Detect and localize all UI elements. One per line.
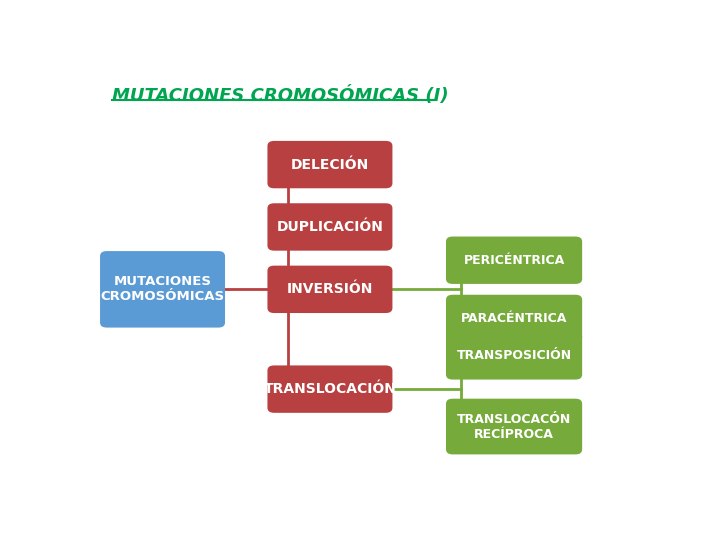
FancyBboxPatch shape	[267, 203, 392, 251]
Text: PARACÉNTRICA: PARACÉNTRICA	[461, 312, 567, 325]
Text: DUPLICACIÓN: DUPLICACIÓN	[276, 220, 383, 234]
Text: TRANSPOSICIÓN: TRANSPOSICIÓN	[456, 349, 572, 362]
FancyBboxPatch shape	[267, 141, 392, 188]
FancyBboxPatch shape	[100, 251, 225, 328]
Text: TRANSLOCACÓN
RECÍPROCA: TRANSLOCACÓN RECÍPROCA	[457, 413, 571, 441]
Text: MUTACIONES CROMOSÓMICAS (I): MUTACIONES CROMOSÓMICAS (I)	[112, 85, 449, 105]
Text: INVERSIÓN: INVERSIÓN	[287, 282, 373, 296]
FancyBboxPatch shape	[446, 295, 582, 342]
Text: TRANSLOCACIÓN: TRANSLOCACIÓN	[264, 382, 397, 396]
Text: MUTACIONES
CROMOSÓMICAS: MUTACIONES CROMOSÓMICAS	[101, 275, 225, 303]
Text: DELECIÓN: DELECIÓN	[291, 158, 369, 172]
FancyBboxPatch shape	[267, 266, 392, 313]
FancyBboxPatch shape	[446, 237, 582, 284]
FancyBboxPatch shape	[267, 366, 392, 413]
FancyBboxPatch shape	[446, 332, 582, 380]
Text: PERICÉNTRICA: PERICÉNTRICA	[464, 254, 564, 267]
FancyBboxPatch shape	[446, 399, 582, 454]
